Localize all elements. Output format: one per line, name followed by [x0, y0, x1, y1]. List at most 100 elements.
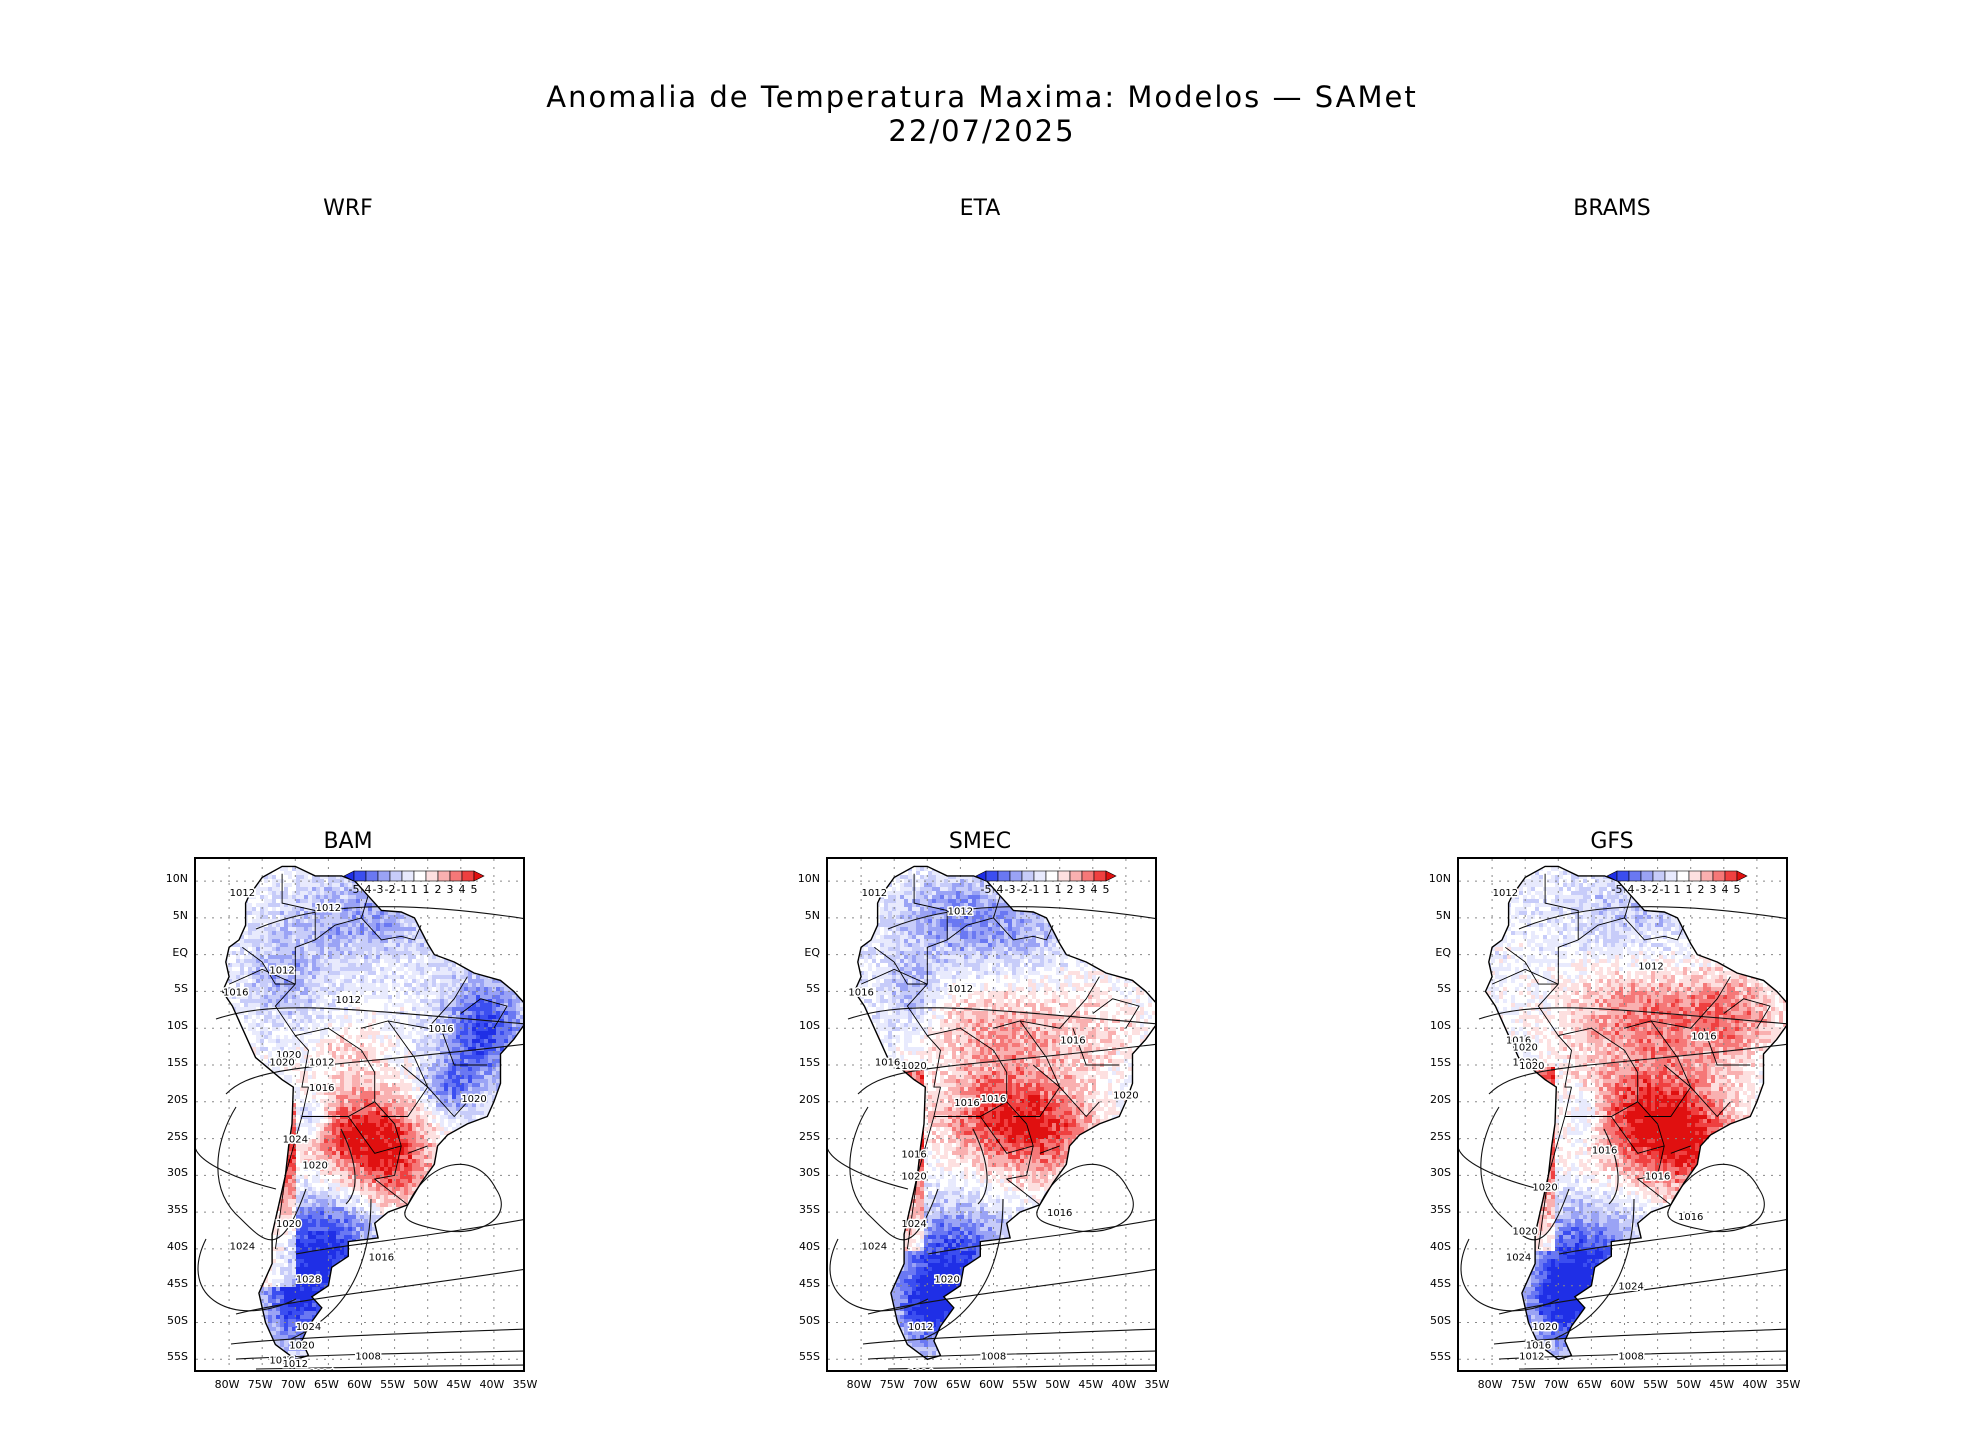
lon-tick-label: 50W: [1043, 1378, 1073, 1391]
lat-tick-label: 5N: [805, 910, 820, 921]
lon-tick-label: 50W: [411, 1378, 441, 1391]
lat-tick-label: 20S: [167, 1094, 188, 1105]
isobar-label: 1016: [875, 1057, 900, 1068]
isobar-label: 1012: [230, 888, 255, 899]
isobar-label: 1016: [1047, 1208, 1072, 1219]
colorbar-tick-label: -3: [373, 883, 384, 896]
lat-tick-label: 40S: [1430, 1241, 1451, 1252]
chart-title-line1: Anomalia de Temperatura Maxima: Modelos …: [0, 80, 1964, 114]
lon-tick-label: 50W: [1674, 1378, 1704, 1391]
isobar-label: 1020: [1519, 1061, 1544, 1072]
isobar-label: 1024: [1506, 1252, 1531, 1263]
lat-tick-label: 5N: [173, 910, 188, 921]
lon-tick-label: 75W: [1508, 1378, 1538, 1391]
coastline: [1484, 865, 1786, 1361]
isobar-lines: [1459, 906, 1786, 1370]
colorbar-tick-label: -1: [1029, 883, 1040, 896]
map-panel-smec: 1012 1012 1016 1012 1016 1020 1016 1016 1020 1016…: [798, 857, 1169, 1391]
isobar-label: 1012: [948, 907, 973, 918]
colorbar-tick-label: 2: [435, 883, 442, 896]
colorbar-tick-label: -3: [1636, 883, 1647, 896]
lat-tick-label: EQ: [804, 947, 820, 958]
lon-tick-label: 35W: [510, 1378, 540, 1391]
lat-tick-label: 55S: [167, 1351, 188, 1362]
isobar-label: 1012: [1493, 888, 1518, 899]
isobar-label: 1020: [1532, 1322, 1557, 1333]
isobar-label: 1004: [309, 1369, 334, 1372]
lon-tick-label: 40W: [1740, 1378, 1770, 1391]
colorbar-tick-label: -5: [981, 883, 992, 896]
isobar-label: 1016: [223, 987, 248, 998]
colorbar-tick-label: 5: [471, 883, 478, 896]
lat-tick-label: 5S: [806, 983, 820, 994]
isobar-label: 1024: [230, 1241, 255, 1252]
colorbar-tick-label: 1: [1686, 883, 1693, 896]
isobar-label: 1020: [1512, 1057, 1537, 1068]
lat-tick-label: 50S: [799, 1315, 820, 1326]
colorbar-tick-label: -1: [397, 883, 408, 896]
isobar-lines: [196, 906, 523, 1370]
chart-title-date: 22/07/2025: [0, 114, 1964, 148]
panel-label-smec: SMEC: [830, 829, 1130, 854]
lon-tick-label: 75W: [877, 1378, 907, 1391]
lat-tick-label: 40S: [167, 1241, 188, 1252]
colorbar: -5 -4 -3 -2 -1 1 1 2 3 4 5: [1606, 870, 1748, 896]
lon-tick-label: 55W: [1641, 1378, 1671, 1391]
lon-tick-label: 55W: [378, 1378, 408, 1391]
isobar-label: 1024: [283, 1135, 308, 1146]
lon-tick-label: 75W: [245, 1378, 275, 1391]
isobar-label: 1016: [1526, 1341, 1551, 1352]
isobar-label: 1016: [1506, 1035, 1531, 1046]
coastline: [221, 865, 523, 1361]
lon-tick-label: 80W: [212, 1378, 242, 1391]
isobar-label: 1008: [355, 1352, 380, 1363]
colorbar-tick-label: -4: [993, 883, 1004, 896]
colorbar-tick-label: 1: [411, 883, 418, 896]
map-frame: 1012 1012 1012 1012 1016 1016 1020 1020 1012 1016…: [194, 857, 525, 1372]
lat-tick-label: 10N: [166, 873, 188, 884]
lat-tick-label: 20S: [799, 1094, 820, 1105]
colorbar-tick-label: 1: [1055, 883, 1062, 896]
colorbar-tick-label: 1: [423, 883, 430, 896]
lat-tick-label: 10N: [798, 873, 820, 884]
lat-tick-label: 45S: [799, 1278, 820, 1289]
isobar-label: 1004: [908, 1369, 933, 1372]
lon-tick-label: 40W: [1109, 1378, 1139, 1391]
isobar-label: 1016: [981, 1094, 1006, 1105]
colorbar-tick-label: -5: [349, 883, 360, 896]
isobar-label: 1016: [1691, 1032, 1716, 1043]
isobar-label: 1008: [981, 1352, 1006, 1363]
lat-tick-label: 25S: [1430, 1131, 1451, 1142]
lat-tick-label: 10N: [1429, 873, 1451, 884]
lon-tick-label: 65W: [943, 1378, 973, 1391]
anomaly-field: [854, 866, 1155, 1360]
lat-tick-label: 40S: [799, 1241, 820, 1252]
isobar-label: 1028: [296, 1274, 321, 1285]
isobar-label: 1016: [1678, 1212, 1703, 1223]
colorbar-tick-label: 4: [1091, 883, 1098, 896]
isobar-label: 1016: [269, 1355, 294, 1366]
isobar-label: 1020: [1113, 1090, 1138, 1101]
panel-label-gfs: GFS: [1462, 829, 1762, 854]
colorbar-tick-label: 4: [459, 883, 466, 896]
isobar-label: 1012: [336, 995, 361, 1006]
isobar-label: 1012: [1519, 1352, 1544, 1363]
lat-tick-label: 5S: [174, 983, 188, 994]
lat-tick-label: EQ: [1435, 947, 1451, 958]
lat-tick-label: 15S: [167, 1057, 188, 1068]
isobar-label: 1016: [1645, 1171, 1670, 1182]
colorbar-tick-label: 2: [1067, 883, 1074, 896]
lat-tick-label: 10S: [1430, 1020, 1451, 1031]
panel-label-wrf: WRF: [198, 196, 498, 221]
lat-tick-label: 5N: [1436, 910, 1451, 921]
colorbar-tick-label: 5: [1103, 883, 1110, 896]
lat-tick-label: 25S: [167, 1131, 188, 1142]
isobar-label: 1012: [908, 1322, 933, 1333]
anomaly-field: [222, 866, 523, 1360]
lat-tick-label: 35S: [167, 1204, 188, 1215]
isobar-label: 1012: [948, 984, 973, 995]
country-borders: [228, 873, 508, 1249]
